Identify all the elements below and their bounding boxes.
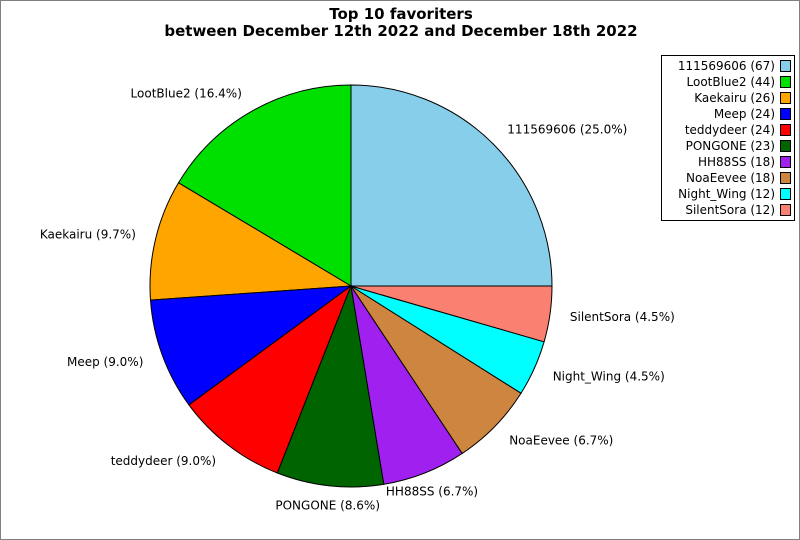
legend-item-LootBlue2: LootBlue2 (44) <box>664 74 791 90</box>
legend-item-Night_Wing: Night_Wing (12) <box>664 186 791 202</box>
legend-swatch-icon <box>780 60 791 72</box>
legend-swatch-icon <box>780 156 791 168</box>
legend-label: Night_Wing (12) <box>678 187 775 201</box>
pie-slice-111569606 <box>350 84 553 287</box>
legend-swatch-icon <box>780 76 791 88</box>
pie-slice-PONGONE <box>276 284 385 488</box>
chart-title-line-1: Top 10 favoriters <box>329 5 473 23</box>
legend-label: SilentSora (12) <box>685 203 775 217</box>
legend-label: 111569606 (67) <box>677 59 775 73</box>
pie-slice-LootBlue2 <box>177 84 352 287</box>
legend-label: NoaEevee (18) <box>686 171 775 185</box>
legend-item-Kaekairu: Kaekairu (26) <box>664 90 791 106</box>
legend-item-PONGONE: PONGONE (23) <box>664 138 791 154</box>
legend-label: LootBlue2 (44) <box>686 75 776 89</box>
legend-item-HH88SS: HH88SS (18) <box>664 154 791 170</box>
legend-item-NoaEevee: NoaEevee (18) <box>664 170 791 186</box>
legend-item-teddydeer: teddydeer (24) <box>664 122 791 138</box>
legend-item-111569606: 111569606 (67) <box>664 58 791 74</box>
chart-title: Top 10 favoriters between December 12th … <box>1 5 799 40</box>
slice-label-PONGONE: PONGONE (8.6%) <box>275 499 380 513</box>
pie-slice-Meep <box>149 285 353 406</box>
slice-label-Meep: Meep (9.0%) <box>67 355 143 369</box>
legend-swatch-icon <box>780 124 791 136</box>
slice-label-111569606: 111569606 (25.0%) <box>507 123 627 137</box>
legend: 111569606 (67) LootBlue2 (44) Kaekairu (26… <box>661 55 795 221</box>
slice-label-NoaEevee: NoaEevee (6.7%) <box>509 433 613 447</box>
legend-label: HH88SS (18) <box>698 155 775 169</box>
pie-slice-SilentSora <box>350 285 553 343</box>
legend-label: Kaekairu (26) <box>694 91 775 105</box>
legend-swatch-icon <box>780 188 791 200</box>
legend-item-Meep: Meep (24) <box>664 106 791 122</box>
slice-label-Kaekairu: Kaekairu (9.7%) <box>40 227 136 241</box>
slice-label-HH88SS: HH88SS (6.7%) <box>386 485 478 499</box>
legend-label: teddydeer (24) <box>684 123 775 137</box>
legend-item-SilentSora: SilentSora (12) <box>664 202 791 218</box>
slice-label-teddydeer: teddydeer (9.0%) <box>111 454 216 468</box>
legend-swatch-icon <box>780 92 791 104</box>
pie-slice-teddydeer <box>188 284 353 474</box>
legend-swatch-icon <box>780 108 791 120</box>
legend-swatch-icon <box>780 172 791 184</box>
legend-label: PONGONE (23) <box>685 139 775 153</box>
chart-title-line-2: between December 12th 2022 and December … <box>164 22 638 40</box>
slice-label-Night_Wing: Night_Wing (4.5%) <box>553 369 665 383</box>
pie-slice-Kaekairu <box>149 182 353 301</box>
slice-label-LootBlue2: LootBlue2 (16.4%) <box>131 87 242 101</box>
legend-label: Meep (24) <box>713 107 775 121</box>
slice-label-SilentSora: SilentSora (4.5%) <box>570 310 675 324</box>
legend-swatch-icon <box>780 204 791 216</box>
legend-swatch-icon <box>780 140 791 152</box>
